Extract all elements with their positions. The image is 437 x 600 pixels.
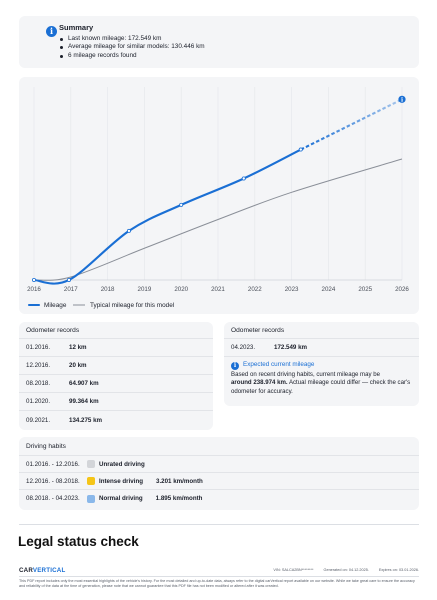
x-tick-label: 2026 — [395, 286, 409, 293]
record-value: 99.364 km — [69, 398, 99, 405]
info-icon-glyph: i — [401, 98, 403, 104]
footer-expires: Expires on: 03.01.2026. — [378, 568, 419, 572]
record-date: 09.2021. — [26, 416, 51, 424]
mileage-point — [31, 277, 36, 282]
summary-title: Summary — [59, 23, 94, 32]
footer-note: This PDF report includes only the most e… — [19, 579, 415, 588]
habit-range: 01.2016. - 12.2016. — [26, 460, 80, 468]
expected-title: Expected current mileage — [243, 361, 315, 368]
legend-label-mileage: Mileage — [44, 302, 67, 309]
record-row: 01.2020. 99.364 km — [19, 393, 213, 411]
x-tick-label: 2021 — [211, 286, 225, 293]
section-divider — [19, 524, 419, 525]
habit-swatch — [87, 460, 95, 468]
mileage-chart: 2016 2017 2018 2019 2020 2021 2022 2023 2024 2025… — [27, 87, 409, 309]
summary-item: Average mileage for similar models: 130.… — [59, 43, 409, 51]
habit-label: Intense driving — [99, 477, 144, 485]
records-title: Odometer records — [19, 322, 213, 339]
record-row: 04.2023. 172.549 km — [224, 339, 419, 357]
expected-text: Based on recent driving habits, current … — [231, 371, 413, 396]
records-title: Odometer records — [224, 322, 419, 339]
footer-generated: Generated on: 04.12.2025. — [323, 568, 369, 572]
odometer-records-right: Odometer records 04.2023. 172.549 km i E… — [224, 322, 419, 406]
record-value: 20 km — [69, 362, 87, 369]
mileage-line — [32, 148, 302, 285]
habit-row: 08.2018. - 04.2023. Normal driving 1.895… — [19, 490, 419, 507]
odometer-records-left: Odometer records 01.2016. 12 km 12.2016.… — [19, 322, 213, 430]
info-icon: i — [46, 26, 57, 37]
record-row: 01.2016. 12 km — [19, 339, 213, 357]
driving-habits-card: Driving habits 01.2016. - 12.2016. Unrat… — [19, 437, 419, 510]
record-row: 08.2018. 64.907 km — [19, 375, 213, 393]
habits-title: Driving habits — [19, 437, 419, 456]
page-footer: CARVERTICAL VIN: SALCA2BN******** Genera… — [19, 566, 419, 589]
brand-part: CAR — [19, 566, 33, 574]
typical-mileage-line — [33, 158, 403, 281]
record-date: 01.2020. — [26, 398, 51, 405]
mileage-projection-line — [300, 98, 403, 151]
mileage-point — [126, 228, 131, 233]
brand-logo: CARVERTICAL — [19, 567, 65, 574]
x-tick-label: 2024 — [322, 286, 336, 293]
info-icon — [398, 95, 406, 103]
habit-range: 12.2016. - 08.2018. — [26, 477, 80, 485]
info-icon: i — [231, 362, 239, 370]
habit-range: 08.2018. - 04.2023. — [26, 495, 80, 502]
x-tick-label: 2023 — [285, 286, 299, 293]
habit-label: Normal driving — [99, 495, 143, 502]
expected-text-before: Based on recent driving habits, current … — [231, 371, 381, 378]
footer-vin: VIN: SALCA2BN******** — [273, 568, 314, 572]
habit-value: 1.895 km/month — [155, 495, 203, 502]
x-tick-label: 2022 — [248, 286, 262, 293]
record-date: 01.2016. — [26, 344, 51, 351]
legend-label-typical: Typical mileage for this model — [90, 302, 174, 309]
expected-value: around 238.974 km. — [231, 379, 288, 387]
mileage-chart-card: 2016 2017 2018 2019 2020 2021 2022 2023 2024 2025… — [19, 77, 419, 314]
x-tick-label: 2019 — [138, 286, 152, 293]
x-tick-label: 2018 — [101, 286, 115, 293]
mileage-point — [241, 176, 246, 181]
habit-label: Unrated driving — [99, 460, 145, 468]
record-date: 08.2018. — [26, 380, 51, 387]
habit-row: 12.2016. - 08.2018. Intense driving 3.20… — [19, 473, 419, 490]
legal-status-title: Legal status check — [18, 534, 139, 549]
habit-swatch — [87, 494, 95, 503]
brand-part: VERTICAL — [32, 566, 66, 574]
record-row: 09.2021. 134.275 km — [19, 411, 213, 429]
habit-swatch — [87, 477, 95, 485]
record-row: 12.2016. 20 km — [19, 357, 213, 375]
summary-list: Last known mileage: 172.549 km Average m… — [59, 35, 409, 60]
x-tick-label: 2020 — [174, 286, 188, 293]
summary-item: 6 mileage records found — [59, 52, 409, 60]
summary-card: i Summary Last known mileage: 172.549 km… — [19, 16, 419, 68]
summary-item: Last known mileage: 172.549 km — [59, 35, 409, 43]
mileage-point — [66, 277, 71, 282]
habit-value: 3.201 km/month — [156, 477, 203, 485]
record-value: 64.907 km — [69, 380, 99, 387]
footer-divider — [19, 576, 419, 577]
mileage-point — [298, 147, 303, 152]
x-tick-label: 2025 — [358, 286, 372, 293]
x-tick-label: 2017 — [64, 286, 78, 293]
record-value: 172.549 km — [274, 344, 308, 351]
x-tick-label: 2016 — [27, 286, 41, 293]
expected-text-after: Actual mileage could differ — check the … — [231, 379, 411, 395]
record-date: 12.2016. — [26, 362, 51, 369]
record-date: 04.2023. — [231, 344, 256, 351]
expected-mileage: i Expected current mileage Based on rece… — [224, 357, 419, 396]
habit-row: 01.2016. - 12.2016. Unrated driving — [19, 456, 419, 473]
mileage-point — [179, 202, 184, 207]
record-value: 12 km — [69, 344, 87, 351]
record-value: 134.275 km — [69, 416, 103, 424]
